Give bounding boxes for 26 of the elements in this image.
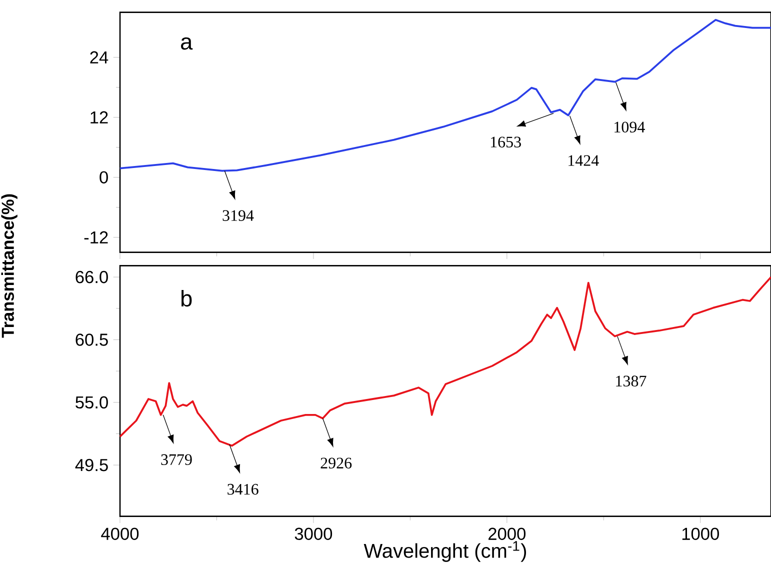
x-axis-title: Wavelenght (cm$^{-1}$) [364, 541, 526, 562]
line-series [119, 18, 771, 172]
text: b [182, 290, 192, 307]
y-tick-label: -12 [84, 231, 108, 244]
annotation: 3194 [222, 210, 254, 221]
text: a [181, 37, 193, 50]
x-tick-label: 3000 [294, 528, 332, 540]
x-tick-label: 2000 [488, 528, 526, 540]
x-tick-label: 4000 [101, 528, 139, 540]
annotation: 3416 [228, 484, 258, 495]
y-tick-label: 66.0 [76, 270, 108, 284]
annotation: 1094 [614, 122, 645, 132]
x-tick-label: 1000 [682, 528, 719, 540]
annotation: 1653 [490, 136, 521, 148]
annotation: 1424 [568, 155, 599, 166]
annotation: 2926 [320, 458, 352, 468]
y-tick-label: 60.5 [76, 334, 108, 346]
annotation: 3779 [161, 454, 192, 466]
line-series [119, 276, 771, 447]
y-axis-title: Transmittance(%) [1, 194, 18, 338]
y-tick-label: 49.5 [75, 458, 108, 472]
annotation: 1387 [616, 376, 646, 386]
y-tick-label: 0 [100, 171, 108, 184]
y-tick-label: 24 [90, 51, 108, 64]
y-tick-label: 55.0 [76, 396, 108, 409]
y-tick-label: 12 [90, 111, 108, 124]
